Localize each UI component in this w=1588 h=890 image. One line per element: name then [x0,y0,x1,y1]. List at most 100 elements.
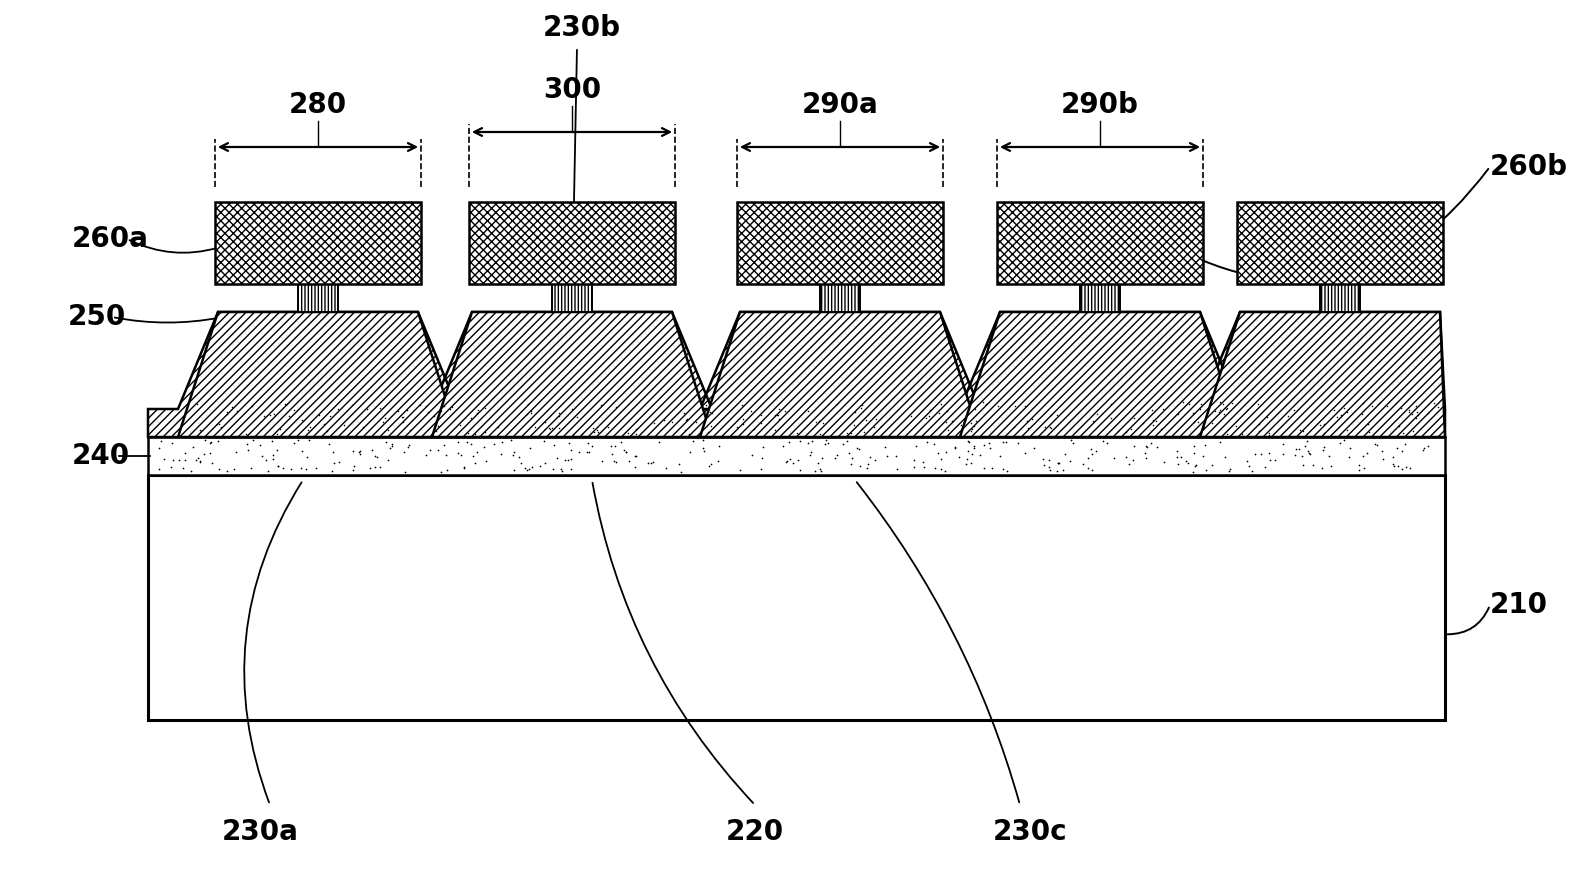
Point [977,436,1002,450]
Point [584,425,610,440]
Point [172,453,197,467]
Point [259,434,284,449]
Point [1102,451,1127,465]
Point [667,457,692,471]
Point [816,436,842,450]
Point [724,420,750,434]
Point [1051,447,1077,461]
Point [1380,457,1405,472]
Bar [299,284,338,312]
Point [932,464,958,478]
Point [603,455,629,469]
Point [962,414,988,428]
Point [165,452,191,466]
Point [370,415,395,429]
Point [1256,428,1282,442]
Point [927,462,953,476]
Point [515,463,540,477]
Point [160,453,186,467]
Point [349,419,375,433]
Point [1175,456,1201,470]
Point [642,416,667,430]
Point [775,455,800,469]
Point [235,436,260,450]
Point [311,417,337,431]
Point [985,399,1010,413]
Point [564,409,589,424]
Point [796,403,821,417]
Point [338,398,364,412]
Point [1369,444,1394,458]
Point [1275,409,1301,423]
Point [837,446,862,460]
Point [1002,399,1027,413]
Point [651,413,676,427]
Point [696,425,721,439]
Point [807,462,832,476]
Point [289,413,314,427]
Point [376,452,402,466]
Point [653,461,678,475]
Point [395,440,421,454]
Point [1174,455,1199,469]
Point [1283,449,1309,463]
Point [1207,395,1232,409]
Point [319,465,345,479]
Point [278,462,303,476]
Point [1148,423,1174,437]
Point [256,464,281,478]
Point [546,421,572,435]
Point [378,441,403,455]
Point [846,442,872,457]
Point [1083,444,1108,458]
Point [1058,454,1083,468]
Point [1139,436,1164,450]
Point [281,403,306,417]
Point [270,461,295,475]
Point [260,448,286,462]
Point [1431,408,1456,422]
Point [838,450,864,465]
Point [1390,462,1415,476]
Text: 230b: 230b [543,14,621,42]
Point [956,435,981,449]
Point [1296,446,1321,460]
Point [1075,451,1100,465]
Point [796,436,821,450]
Point [885,461,910,475]
Point [1121,439,1147,453]
Point [991,462,1016,476]
Point [198,456,224,470]
Point [1382,458,1407,473]
Point [1045,456,1070,470]
Point [675,412,700,426]
Point [1256,426,1282,441]
Point [472,400,497,415]
Point [187,454,213,468]
Point [170,461,195,475]
Point [1078,448,1104,462]
Point [1177,397,1202,411]
Point [1385,441,1410,456]
Point [599,439,624,453]
Point [750,451,775,465]
Point [1247,417,1272,431]
Point [1212,407,1237,421]
Point [613,445,638,459]
Point [537,421,562,435]
Point [613,445,638,459]
Point [206,433,232,448]
Bar [737,202,943,284]
Point [265,427,291,441]
Point [1183,458,1208,473]
Point [197,436,222,450]
Point [1359,399,1385,413]
Text: 220: 220 [726,818,784,846]
Point [1331,433,1356,448]
Point [391,410,416,425]
Point [203,417,229,431]
Point [959,447,985,461]
Point [1031,458,1056,473]
Point [777,434,802,449]
Point [538,421,564,435]
